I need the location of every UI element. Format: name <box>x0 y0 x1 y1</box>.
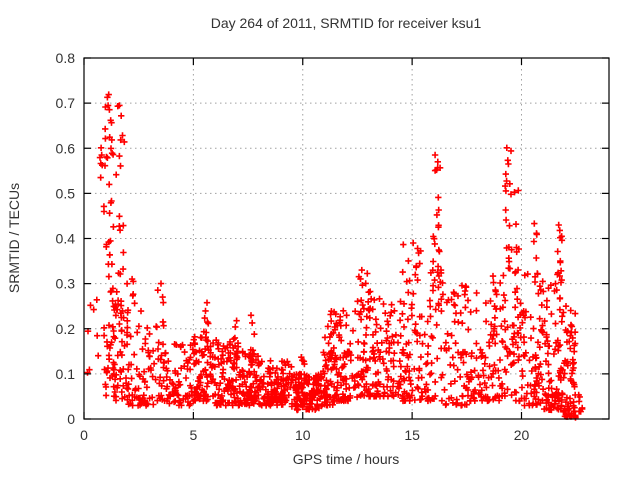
scatter-points <box>84 91 586 421</box>
x-tick-label: 15 <box>404 427 420 443</box>
tick-labels-layer: 0 0.1 0.2 0.3 0.4 0.5 0.6 0.7 0.8 0 5 10 15 20 <box>56 50 530 443</box>
x-tick-label: 0 <box>80 427 88 443</box>
y-tick-label: 0.5 <box>56 185 76 201</box>
y-tick-label: 0.8 <box>56 50 76 66</box>
y-tick-label: 0 <box>67 411 75 427</box>
x-tick-label: 5 <box>189 427 197 443</box>
y-tick-label: 0.3 <box>56 276 76 292</box>
x-axis-label: GPS time / hours <box>293 451 400 467</box>
x-tick-label: 20 <box>514 427 530 443</box>
y-tick-label: 0.1 <box>56 366 76 382</box>
x-tick-label: 10 <box>295 427 311 443</box>
data-points-layer <box>84 91 586 421</box>
y-tick-label: 0.7 <box>56 95 76 111</box>
y-axis-label: SRMTID / TECUs <box>6 183 22 293</box>
y-tick-label: 0.6 <box>56 140 76 156</box>
y-tick-label: 0.4 <box>56 231 76 247</box>
y-tick-label: 0.2 <box>56 321 76 337</box>
tick-marks-layer <box>83 57 609 420</box>
chart-title: Day 264 of 2011, SRMTID for receiver ksu… <box>211 15 482 31</box>
